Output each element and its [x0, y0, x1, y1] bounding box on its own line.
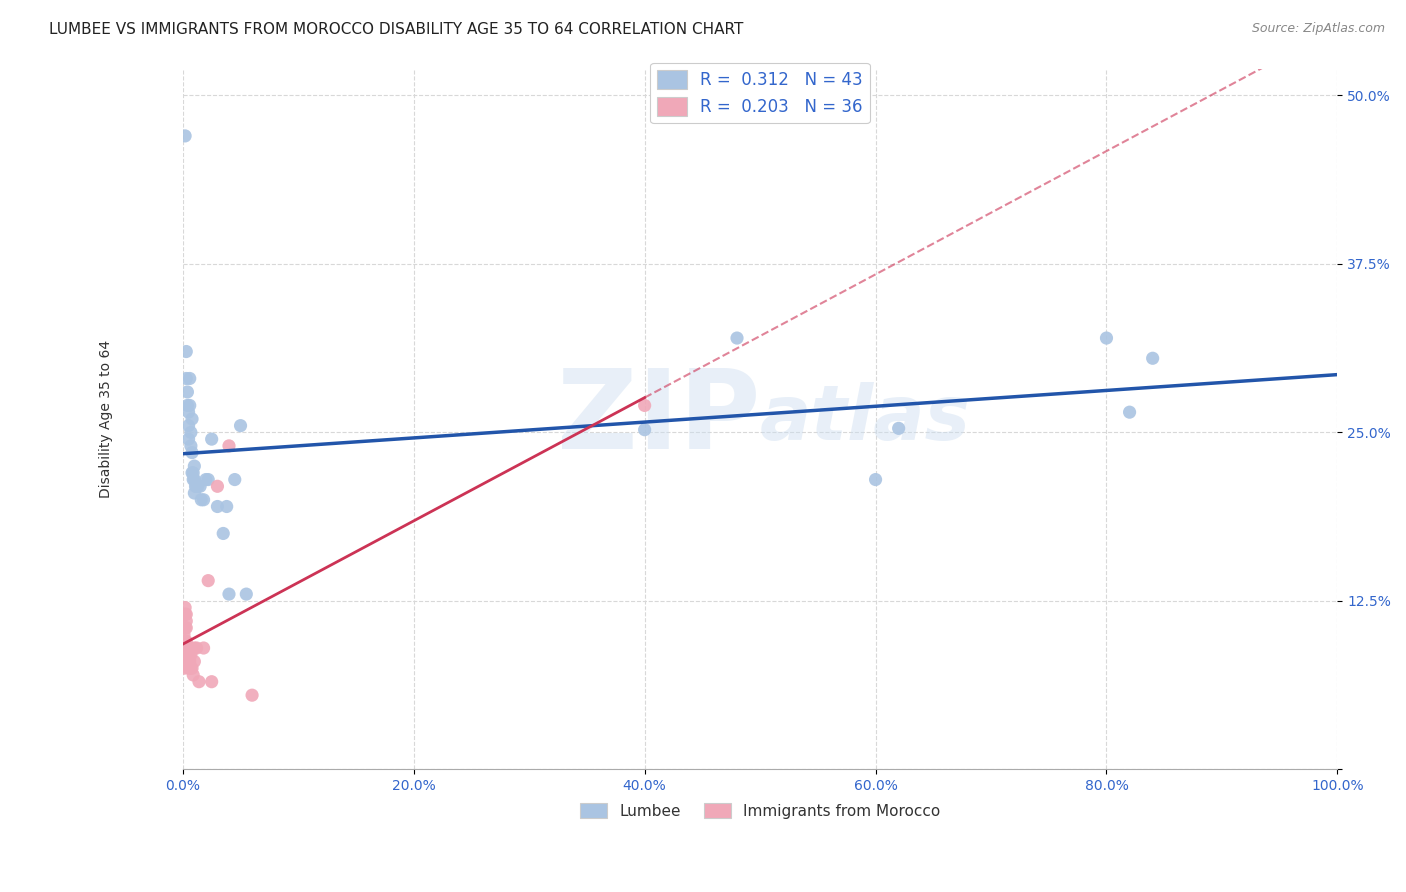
Point: [212, 526, 235, 541]
Point: [865, 473, 887, 487]
Point: [173, 640, 195, 655]
Point: [173, 627, 195, 641]
Point: [180, 648, 202, 662]
Point: [177, 418, 200, 433]
Point: [179, 640, 201, 655]
Point: [177, 648, 200, 662]
Point: [207, 479, 229, 493]
Text: LUMBEE VS IMMIGRANTS FROM MOROCCO DISABILITY AGE 35 TO 64 CORRELATION CHART: LUMBEE VS IMMIGRANTS FROM MOROCCO DISABI…: [49, 22, 744, 37]
Point: [180, 661, 202, 675]
Point: [188, 674, 211, 689]
Y-axis label: Disability Age 35 to 64: Disability Age 35 to 64: [100, 340, 114, 498]
Point: [186, 479, 208, 493]
Point: [174, 614, 197, 628]
Point: [194, 473, 217, 487]
Point: [174, 621, 197, 635]
Text: atlas: atlas: [761, 382, 972, 456]
Point: [190, 492, 212, 507]
Text: Source: ZipAtlas.com: Source: ZipAtlas.com: [1251, 22, 1385, 36]
Point: [218, 587, 240, 601]
Point: [181, 466, 204, 480]
Point: [1118, 405, 1140, 419]
Point: [183, 473, 205, 487]
Point: [174, 621, 197, 635]
Point: [181, 661, 204, 675]
Point: [179, 371, 201, 385]
Point: [181, 466, 204, 480]
Point: [174, 600, 197, 615]
Point: [181, 668, 204, 682]
Point: [197, 473, 219, 487]
Point: [177, 661, 200, 675]
Point: [183, 655, 205, 669]
Point: [174, 344, 197, 359]
Point: [180, 439, 202, 453]
Point: [176, 648, 198, 662]
Text: ZIP: ZIP: [557, 366, 761, 473]
Point: [173, 634, 195, 648]
Point: [174, 371, 197, 385]
Point: [181, 412, 204, 426]
Legend: Lumbee, Immigrants from Morocco: Lumbee, Immigrants from Morocco: [574, 797, 946, 825]
Point: [181, 445, 204, 459]
Point: [179, 655, 201, 669]
Point: [193, 492, 215, 507]
Point: [1095, 331, 1118, 345]
Point: [224, 473, 246, 487]
Point: [188, 479, 211, 493]
Point: [176, 640, 198, 655]
Point: [174, 634, 197, 648]
Point: [179, 399, 201, 413]
Point: [180, 425, 202, 440]
Point: [633, 399, 655, 413]
Point: [887, 421, 910, 435]
Point: [183, 486, 205, 500]
Point: [201, 432, 224, 446]
Point: [218, 439, 240, 453]
Point: [186, 640, 208, 655]
Point: [725, 331, 748, 345]
Point: [193, 640, 215, 655]
Point: [181, 473, 204, 487]
Point: [176, 399, 198, 413]
Point: [174, 634, 197, 648]
Point: [183, 459, 205, 474]
Point: [207, 500, 229, 514]
Point: [183, 640, 205, 655]
Point: [215, 500, 238, 514]
Point: [173, 661, 195, 675]
Point: [177, 432, 200, 446]
Point: [633, 423, 655, 437]
Point: [174, 607, 197, 622]
Point: [176, 384, 198, 399]
Point: [187, 479, 209, 493]
Point: [201, 674, 224, 689]
Point: [184, 479, 207, 493]
Point: [235, 587, 257, 601]
Point: [174, 128, 197, 143]
Point: [176, 655, 198, 669]
Point: [229, 418, 252, 433]
Point: [1142, 351, 1164, 366]
Point: [174, 607, 197, 622]
Point: [240, 688, 263, 702]
Point: [177, 405, 200, 419]
Point: [197, 574, 219, 588]
Point: [177, 640, 200, 655]
Point: [173, 648, 195, 662]
